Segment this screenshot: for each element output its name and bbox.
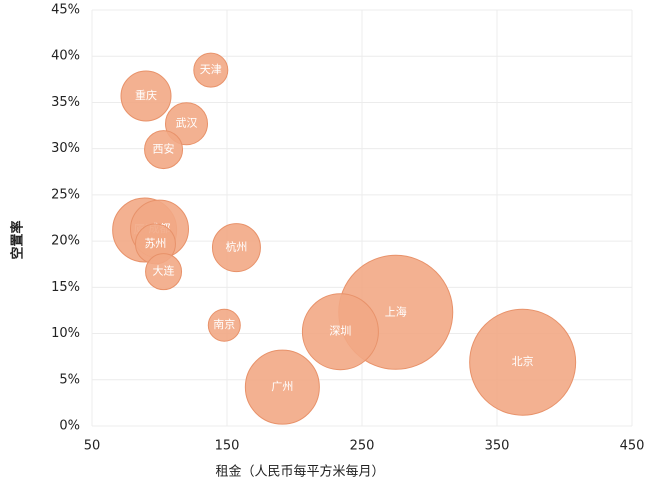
- bubble: [244, 349, 320, 425]
- bubble-label: 杭州: [225, 240, 247, 254]
- bubble-label: 大连: [153, 264, 175, 278]
- y-tick-label: 15%: [51, 280, 80, 295]
- bubble: [469, 308, 577, 416]
- bubble-label: 南京: [213, 317, 235, 331]
- bubble-label: 上海: [385, 304, 407, 318]
- x-axis-label: 租金（人民币每平方米每月）: [215, 464, 384, 480]
- bubble: [145, 253, 183, 291]
- y-axis-label: 空置率: [10, 220, 26, 259]
- bubble-label: 天津: [200, 63, 222, 76]
- y-tick-label: 30%: [51, 141, 80, 156]
- bubble: [165, 102, 208, 146]
- bubble: [144, 130, 184, 170]
- bubble-label: 重庆: [135, 88, 157, 102]
- y-tick-label: 0%: [59, 419, 80, 434]
- bubble-label: 苏州: [144, 237, 166, 250]
- y-tick-label: 45%: [51, 3, 80, 18]
- bubble-label: 武汉: [176, 117, 198, 130]
- bubble-label: 广州: [271, 380, 293, 393]
- y-tick-label: 35%: [51, 95, 80, 110]
- y-tick-label: 20%: [51, 234, 80, 249]
- x-tick-label: 50: [84, 439, 101, 454]
- y-tick-label: 40%: [51, 49, 80, 64]
- bubble-label: 西安: [153, 142, 175, 156]
- y-tick-label: 25%: [51, 187, 80, 202]
- x-tick-label: 250: [350, 439, 375, 454]
- bubble: [193, 52, 229, 88]
- y-tick-label: 5%: [59, 372, 80, 387]
- x-tick-label: 450: [620, 439, 645, 454]
- bubble: [120, 70, 172, 122]
- bubble: [207, 308, 241, 342]
- y-tick-label: 10%: [51, 326, 80, 341]
- x-tick-label: 350: [485, 439, 510, 454]
- bubble-label: 深圳: [329, 325, 351, 338]
- bubble: [301, 293, 379, 371]
- bubble: [211, 223, 261, 273]
- x-tick-label: 150: [215, 439, 240, 454]
- bubble-label: 北京: [512, 354, 534, 368]
